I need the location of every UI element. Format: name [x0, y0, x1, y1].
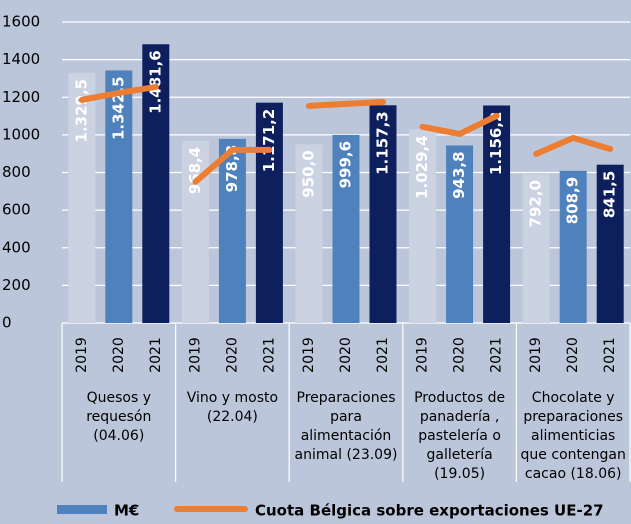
x-tick-label: 2019	[528, 337, 544, 373]
line-segment	[306, 98, 386, 109]
group-label: (22.04)	[207, 409, 258, 425]
value-label: 1.156,2	[487, 111, 505, 175]
group-label: (19.05)	[434, 466, 485, 482]
bar	[409, 129, 437, 323]
value-label: 1.481,6	[146, 50, 164, 114]
line-segment	[78, 83, 159, 103]
line-segment	[419, 112, 500, 138]
legend-label: Cuota Bélgica sobre exportaciones UE-27	[255, 502, 604, 520]
group-label: pastelería o	[418, 428, 501, 444]
x-tick-label: 2021	[489, 337, 505, 373]
y-tick-label: 1200	[2, 88, 40, 106]
value-label: 792,0	[527, 180, 545, 227]
value-label: 1.342,5	[109, 76, 127, 140]
group-label: Quesos y	[87, 390, 151, 406]
x-tick-label: 2019	[301, 337, 317, 373]
bar	[369, 105, 397, 324]
group-label: requesón	[86, 409, 151, 425]
x-tick-label: 2019	[187, 337, 203, 373]
bar	[218, 138, 246, 323]
value-label: 1.329,5	[72, 79, 90, 143]
x-tick-label: 2020	[565, 337, 581, 373]
value-label: 808,9	[564, 177, 582, 224]
bar	[332, 134, 360, 323]
x-tick-label: 2019	[74, 337, 90, 373]
y-tick-label: 200	[2, 276, 31, 294]
y-tick-label: 400	[2, 238, 31, 256]
group-label: panadería ,	[420, 409, 500, 425]
value-label: 943,8	[450, 151, 468, 198]
value-label: 999,6	[337, 141, 355, 188]
group-label: Vino y mosto	[187, 390, 278, 406]
line-segment	[533, 134, 614, 157]
bar	[105, 70, 133, 323]
x-tick-label: 2021	[148, 337, 164, 373]
bar	[295, 144, 323, 323]
x-tick-label: 2020	[111, 337, 127, 373]
value-label: 1.157,3	[374, 111, 392, 175]
group-label: cacao (18.06)	[525, 466, 622, 482]
legend-label: M€	[114, 502, 139, 520]
x-tick-label: 2020	[452, 337, 468, 373]
line-segment	[192, 146, 273, 185]
group-label: preparaciones	[523, 409, 623, 425]
y-tick-label: 1400	[2, 50, 40, 68]
group-label: Preparaciones	[297, 390, 396, 406]
group-label: Chocolate y	[532, 390, 615, 406]
y-tick-label: 1000	[2, 125, 40, 143]
legend-swatch	[57, 505, 107, 514]
group-label: galletería	[427, 447, 493, 463]
group-label: alimentación	[301, 428, 392, 444]
value-label: 1.171,2	[260, 109, 278, 173]
group-label: animal (23.09)	[295, 447, 398, 463]
group-label: Productos de	[414, 390, 505, 406]
bar	[446, 145, 474, 323]
y-tick-label: 600	[2, 201, 31, 219]
value-label: 1.029,4	[413, 135, 431, 199]
group-label: alimenticias	[531, 428, 615, 444]
bar	[559, 170, 587, 323]
group-label: para	[330, 409, 362, 425]
y-tick-label: 1600	[2, 13, 40, 31]
value-label: 950,0	[300, 150, 318, 197]
bar	[596, 164, 624, 323]
x-tick-label: 2020	[224, 337, 240, 373]
bar	[483, 105, 511, 324]
bar	[522, 174, 550, 323]
group-label: que contengan	[521, 447, 626, 463]
x-tick-label: 2021	[602, 337, 618, 373]
x-tick-label: 2019	[415, 337, 431, 373]
x-tick-label: 2021	[375, 337, 391, 373]
x-tick-label: 2020	[338, 337, 354, 373]
x-tick-label: 2021	[261, 337, 277, 373]
value-label: 841,5	[601, 171, 619, 218]
bar	[68, 72, 96, 323]
y-tick-label: 800	[2, 163, 31, 181]
value-label: 968,4	[186, 147, 204, 194]
group-label: (04.06)	[93, 428, 144, 444]
bar	[255, 102, 283, 323]
y-tick-label: 0	[2, 314, 12, 332]
